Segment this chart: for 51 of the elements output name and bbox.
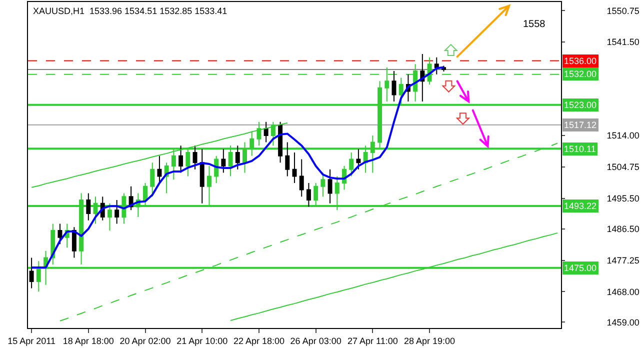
ref-line-label: 1532.00 <box>564 69 597 79</box>
ref-line-label: 1517.12 <box>564 120 597 130</box>
candlestick <box>306 182 311 208</box>
candlestick <box>356 148 361 170</box>
candlestick <box>392 70 396 102</box>
candlestick <box>285 142 290 177</box>
y-tick-label: 1486.50 <box>606 224 640 234</box>
y-tick-label: 1514.00 <box>606 130 640 141</box>
candlestick <box>264 121 268 143</box>
candlestick <box>299 158 304 198</box>
ref-line-label: 1493.22 <box>564 201 597 211</box>
candlestick <box>221 148 226 174</box>
candlestick <box>192 145 198 170</box>
x-tick-label: 22 Apr 18:00 <box>233 336 284 346</box>
y-tick-label: 1495.50 <box>606 193 640 204</box>
ref-line-label: 1475.00 <box>564 263 597 273</box>
x-tick-label: 18 Apr 18:00 <box>62 336 114 346</box>
y-tick-label: 1459.00 <box>606 317 640 328</box>
ref-line-label: 1536.00 <box>564 56 597 66</box>
y-tick-label: 1477.25 <box>606 255 640 266</box>
candlestick <box>150 162 155 198</box>
chart-title: XAUUSD,H1 1533.96 1534.51 1532.85 1533.41 <box>33 6 228 16</box>
line-series <box>30 66 445 269</box>
x-tick-label: 28 Apr 19:00 <box>404 336 456 346</box>
annotation: 1558 <box>523 19 546 30</box>
candlestick <box>58 223 62 245</box>
y-tick-label: 1504.75 <box>606 162 640 172</box>
x-tick-label: 15 Apr 2011 <box>8 336 56 346</box>
candlestick <box>278 121 283 164</box>
candlestick <box>114 199 120 224</box>
candlestick <box>320 172 326 198</box>
candlestick <box>292 152 297 184</box>
y-tick-label: 1550.75 <box>606 6 640 16</box>
candlestick <box>86 192 91 221</box>
candlestick <box>107 202 112 232</box>
candlestick <box>349 152 354 177</box>
ref-line-label: 1523.00 <box>564 100 597 110</box>
y-tick-label: 1541.50 <box>606 37 640 48</box>
candlestick <box>72 226 76 258</box>
x-tick-label: 27 Apr 11:00 <box>347 336 398 346</box>
candlestick <box>178 145 184 174</box>
candlestick <box>328 168 332 204</box>
ref-line-label: 1510.11 <box>564 144 596 154</box>
candlestick <box>157 155 162 184</box>
x-tick-label: 20 Apr 02:00 <box>120 336 171 346</box>
candlestick <box>434 56 439 75</box>
x-tick-label: 26 Apr 03:00 <box>290 336 342 346</box>
x-tick-label: 21 Apr 10:00 <box>176 336 228 346</box>
y-tick-label: 1468.00 <box>606 286 640 297</box>
candlestick <box>235 145 240 170</box>
candlestick <box>200 148 204 204</box>
